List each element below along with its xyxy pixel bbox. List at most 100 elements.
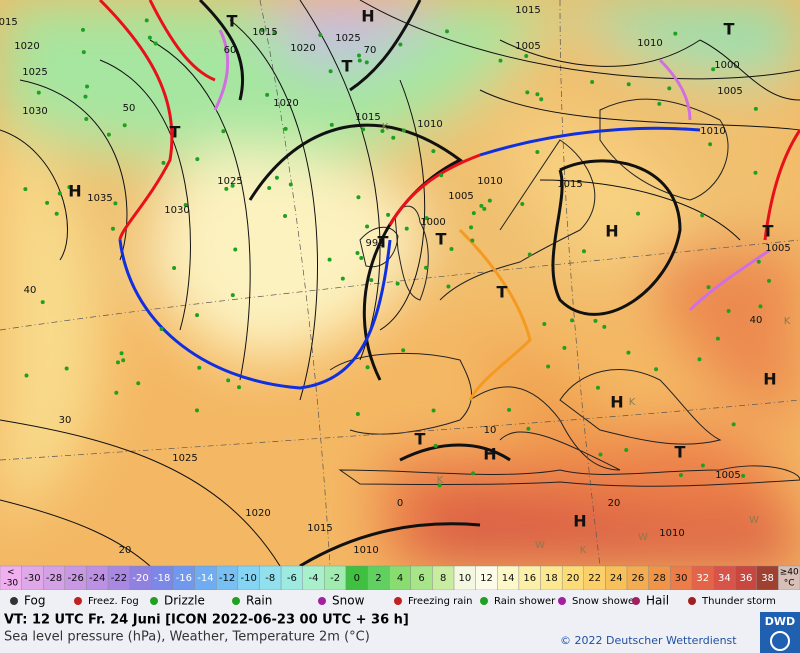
legend-icon <box>480 597 488 605</box>
scale-label: -14 <box>197 573 213 584</box>
rain-symbol <box>81 50 86 55</box>
description: Sea level pressure (hPa), Weather, Tempe… <box>4 630 370 645</box>
rain-symbol <box>260 28 265 33</box>
rain-symbol <box>110 226 115 231</box>
rain-symbol <box>590 79 595 84</box>
isobar-label: 1005 <box>717 86 742 97</box>
rain-symbol <box>581 249 586 254</box>
coastline <box>359 226 399 268</box>
isobar-label: 1035 <box>87 193 112 204</box>
scale-label: -24 <box>89 573 105 584</box>
rain-symbol <box>487 198 492 203</box>
rain-symbol <box>700 213 705 218</box>
rain-symbol <box>267 186 272 191</box>
rain-symbol <box>706 285 711 290</box>
isobar-label: 1025 <box>22 67 47 78</box>
coastline <box>394 205 429 301</box>
rain-symbol <box>482 206 487 211</box>
weather-letter: W <box>749 515 759 526</box>
rain-symbol <box>444 29 449 34</box>
coastline <box>338 465 800 487</box>
rain-symbol <box>657 101 662 106</box>
legend-icon <box>150 597 158 605</box>
rain-symbol <box>359 255 364 260</box>
rain-symbol <box>598 452 603 457</box>
rain-symbol <box>626 350 631 355</box>
isobar-label: 1010 <box>637 38 662 49</box>
rain-symbol <box>401 348 406 353</box>
rain-symbol <box>439 173 444 178</box>
scale-label: 20 <box>567 573 580 584</box>
isobar-label: 1015 <box>515 5 540 16</box>
rain-symbol <box>365 365 370 370</box>
rain-symbol <box>328 69 333 74</box>
scale-label: 4 <box>397 573 403 584</box>
isobar-label: 1010 <box>700 126 725 137</box>
map: 1015102010251030103510301025102010151020… <box>0 0 800 566</box>
isobar-label: 70 <box>364 45 377 56</box>
pressure-center: T <box>415 430 426 449</box>
scale-label: -4 <box>309 573 319 584</box>
isobar-label: 1015 <box>252 27 277 38</box>
rain-symbol <box>535 92 540 97</box>
temperature-area <box>560 0 800 79</box>
isobar <box>551 159 682 316</box>
rain-symbol <box>395 281 400 286</box>
rain-symbol <box>570 318 575 323</box>
logo-swirl <box>770 631 790 651</box>
rain-symbol <box>524 53 529 58</box>
warm-front <box>388 153 481 226</box>
rain-symbol <box>233 247 238 252</box>
legend-label: Thunder storm <box>701 596 776 607</box>
isobar-label: 1000 <box>714 60 739 71</box>
rain-symbol <box>539 97 544 102</box>
rain-symbol <box>327 257 332 262</box>
isobar <box>399 443 511 462</box>
scale-label: 22 <box>588 573 601 584</box>
weather-letter: K <box>437 475 444 486</box>
isobar <box>359 0 800 80</box>
isobar-label: 1020 <box>273 98 298 109</box>
pressure-center: H <box>605 222 618 241</box>
rain-symbol <box>758 304 763 309</box>
rain-symbol <box>507 407 512 412</box>
rain-symbol <box>424 265 429 270</box>
rain-symbol <box>64 366 69 371</box>
rain-symbol <box>369 278 374 283</box>
scale-label: 32 <box>696 573 709 584</box>
occlusion <box>658 58 692 121</box>
scale-label: 30 <box>675 573 688 584</box>
rain-symbol <box>593 318 598 323</box>
isobar-label: 1015 <box>0 17 18 28</box>
rain-symbol <box>404 226 409 231</box>
scale-label: -20 <box>132 573 148 584</box>
scale-label: 16 <box>523 573 536 584</box>
isobar <box>19 79 128 261</box>
rain-symbol <box>433 443 438 448</box>
rain-symbol <box>535 149 540 154</box>
rain-symbol <box>449 247 454 252</box>
rain-symbol <box>678 473 683 478</box>
isobar-label: 1010 <box>659 528 684 539</box>
rain-symbol <box>756 259 761 264</box>
isobar-label: 40 <box>750 315 763 326</box>
trough <box>458 228 532 401</box>
rain-symbol <box>85 84 90 89</box>
legend-icon <box>232 597 240 605</box>
rain-symbol <box>54 211 59 216</box>
isobar <box>0 419 281 566</box>
rain-symbol <box>708 142 713 147</box>
rain-symbol <box>147 35 152 40</box>
rain-symbol <box>355 251 360 256</box>
isobar <box>499 39 701 67</box>
rain-symbol <box>767 278 772 283</box>
rain-symbol <box>626 82 631 87</box>
rain-symbol <box>237 385 242 390</box>
pressure-center: T <box>497 283 508 302</box>
rain-symbol <box>520 201 525 206</box>
rain-symbol <box>726 309 731 314</box>
scale-label: -2 <box>330 573 340 584</box>
legend-label: Rain <box>246 594 272 608</box>
pressure-center: T <box>763 222 774 241</box>
rain-symbol <box>80 27 85 32</box>
